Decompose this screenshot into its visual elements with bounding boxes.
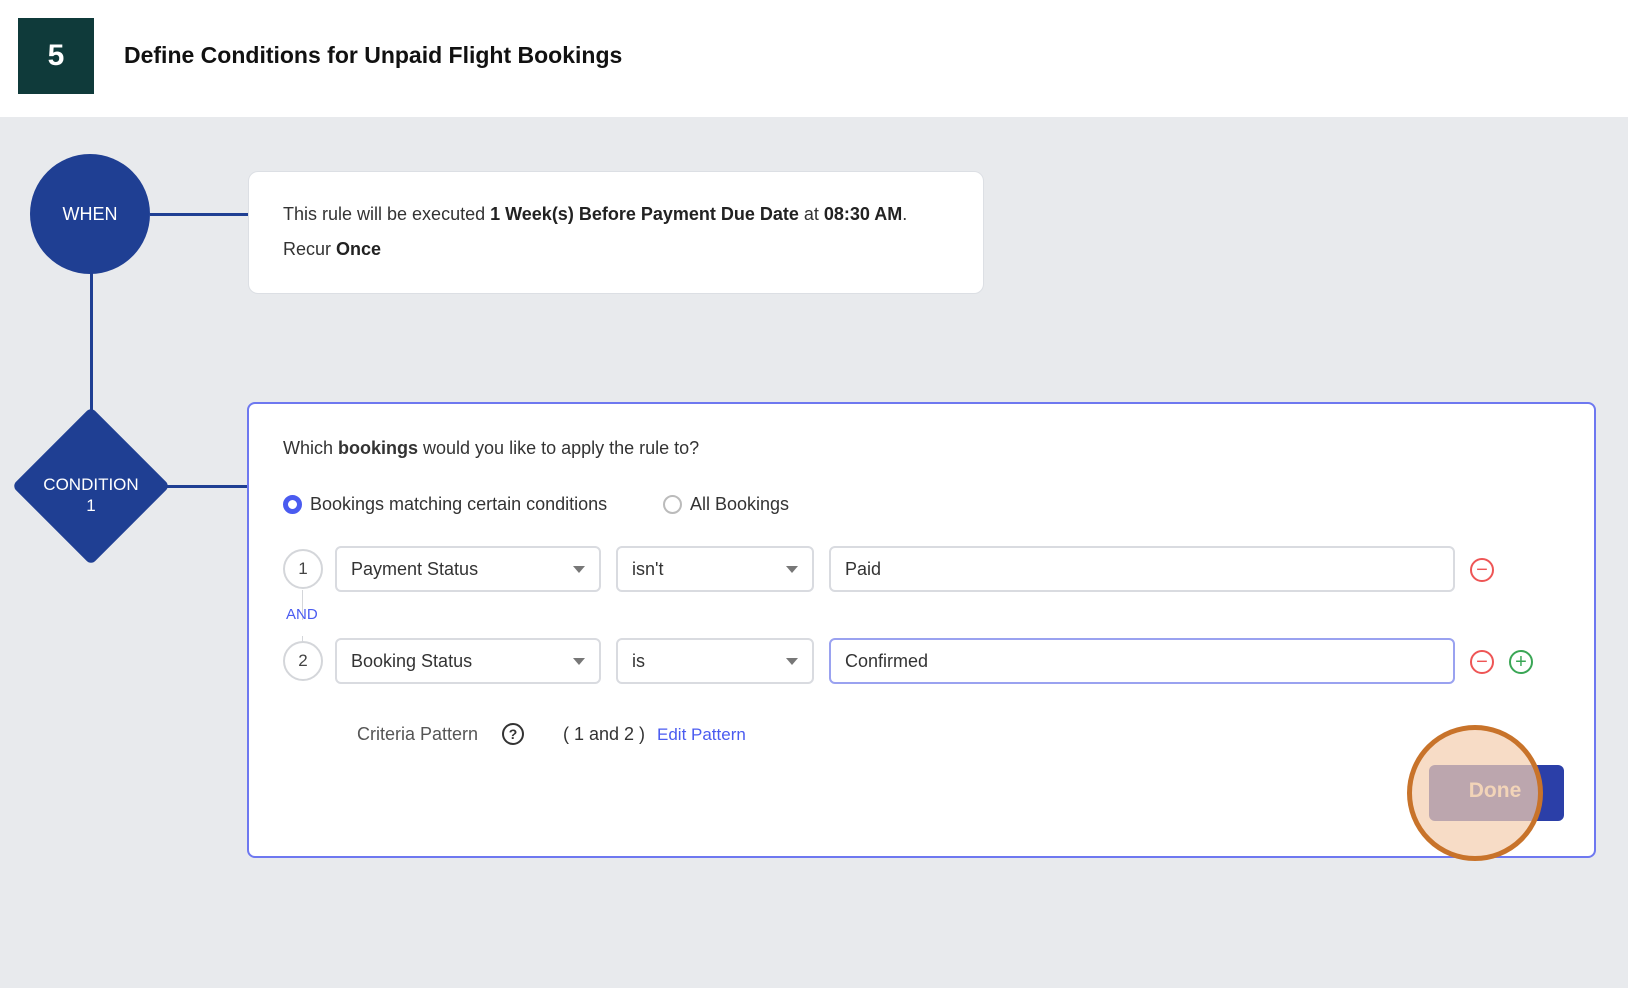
connector-line [90,272,93,412]
connector-line [302,590,303,620]
field-select[interactable]: Payment Status [335,546,601,592]
value-input[interactable]: Confirmed [829,638,1455,684]
radio-unselected-icon[interactable] [663,495,682,514]
page-title: Define Conditions for Unpaid Flight Book… [124,42,623,68]
remove-condition-icon[interactable]: − [1470,650,1494,674]
schedule-text: This rule will be executed 1 Week(s) Bef… [283,204,908,224]
operator-select[interactable]: isn't [616,546,814,592]
header: 5 Define Conditions for Unpaid Flight Bo… [0,0,1628,117]
radio-label: All Bookings [690,494,790,514]
field-select[interactable]: Booking Status [335,638,601,684]
chevron-down-icon [573,658,585,665]
add-condition-icon[interactable]: + [1509,650,1533,674]
condition-node-label: CONDITION 1 [43,475,139,515]
row-number: 2 [283,641,323,681]
question: Which bookings would you like to apply t… [283,438,700,458]
chevron-down-icon [786,658,798,665]
criteria-pattern-value: ( 1 and 2 ) [563,724,646,744]
chevron-down-icon [786,566,798,573]
when-node[interactable]: WHEN [30,154,150,274]
value-input[interactable]: Paid [829,546,1455,592]
recur-text: Recur Once [283,239,382,259]
connector-line [150,213,248,216]
and-connector: AND [286,606,318,623]
when-card[interactable]: This rule will be executed 1 Week(s) Bef… [248,171,984,294]
done-button[interactable] [1429,765,1564,821]
criteria-pattern-label: Criteria Pattern [357,724,479,744]
radio-matching-conditions[interactable]: Bookings matching certain conditions [283,494,607,515]
edit-pattern-link[interactable]: Edit Pattern [657,725,746,744]
radio-label: Bookings matching certain conditions [310,494,608,514]
chevron-down-icon [573,566,585,573]
operator-select[interactable]: is [616,638,814,684]
connector-line [165,485,248,488]
row-number: 1 [283,549,323,589]
help-icon[interactable]: ? [502,723,524,745]
step-badge: 5 [18,18,94,94]
condition-card: Which bookings would you like to apply t… [247,402,1596,858]
radio-selected-icon[interactable] [283,495,302,514]
remove-condition-icon[interactable]: − [1470,558,1494,582]
radio-all-bookings[interactable]: All Bookings [663,494,789,515]
